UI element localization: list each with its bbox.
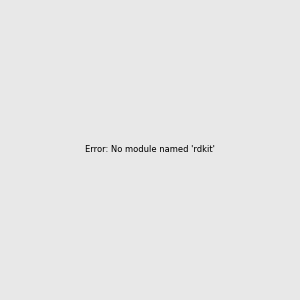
Text: Error: No module named 'rdkit': Error: No module named 'rdkit' (85, 146, 215, 154)
